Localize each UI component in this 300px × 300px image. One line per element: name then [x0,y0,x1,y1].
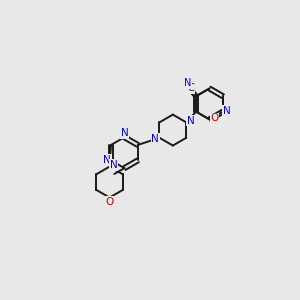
Text: N: N [103,155,111,165]
Text: N: N [187,116,194,126]
Text: O: O [105,197,114,207]
Text: N: N [110,160,118,170]
Text: O: O [210,113,219,124]
Text: C: C [188,83,194,93]
Text: N: N [152,134,159,144]
Text: N: N [223,106,231,116]
Text: N: N [121,128,129,138]
Text: N: N [184,78,192,88]
